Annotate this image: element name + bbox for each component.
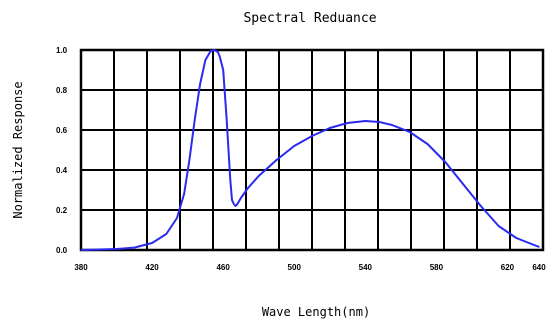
y-tick-label: 0.8 [56, 86, 68, 95]
grid-lines [81, 50, 543, 250]
x-axis-label: Wave Length(nm) [262, 305, 370, 319]
y-tick-label: 0.2 [56, 206, 68, 215]
chart-title: Spectral Reduance [243, 11, 376, 26]
x-tick-label: 620 [501, 263, 515, 272]
x-tick-label: 460 [216, 263, 230, 272]
x-tick-label: 420 [145, 263, 159, 272]
y-tick-label: 0.0 [56, 246, 68, 255]
x-tick-label: 540 [359, 263, 373, 272]
x-tick-label: 380 [74, 263, 88, 272]
x-tick-label: 500 [288, 263, 302, 272]
y-tick-label: 0.4 [56, 166, 68, 175]
y-tick-label: 0.6 [56, 126, 68, 135]
x-tick-label: 640 [532, 263, 546, 272]
plot-frame [79, 48, 545, 252]
y-tick-labels: 0.0 0.2 0.4 0.6 0.8 1.0 [56, 46, 68, 255]
y-axis-label: Normalized Response [11, 81, 25, 218]
series-curve [80, 49, 540, 251]
x-tick-label: 580 [430, 263, 444, 272]
y-tick-label: 1.0 [56, 46, 68, 55]
x-tick-labels: 380 420 460 500 540 580 620 640 [74, 263, 546, 272]
